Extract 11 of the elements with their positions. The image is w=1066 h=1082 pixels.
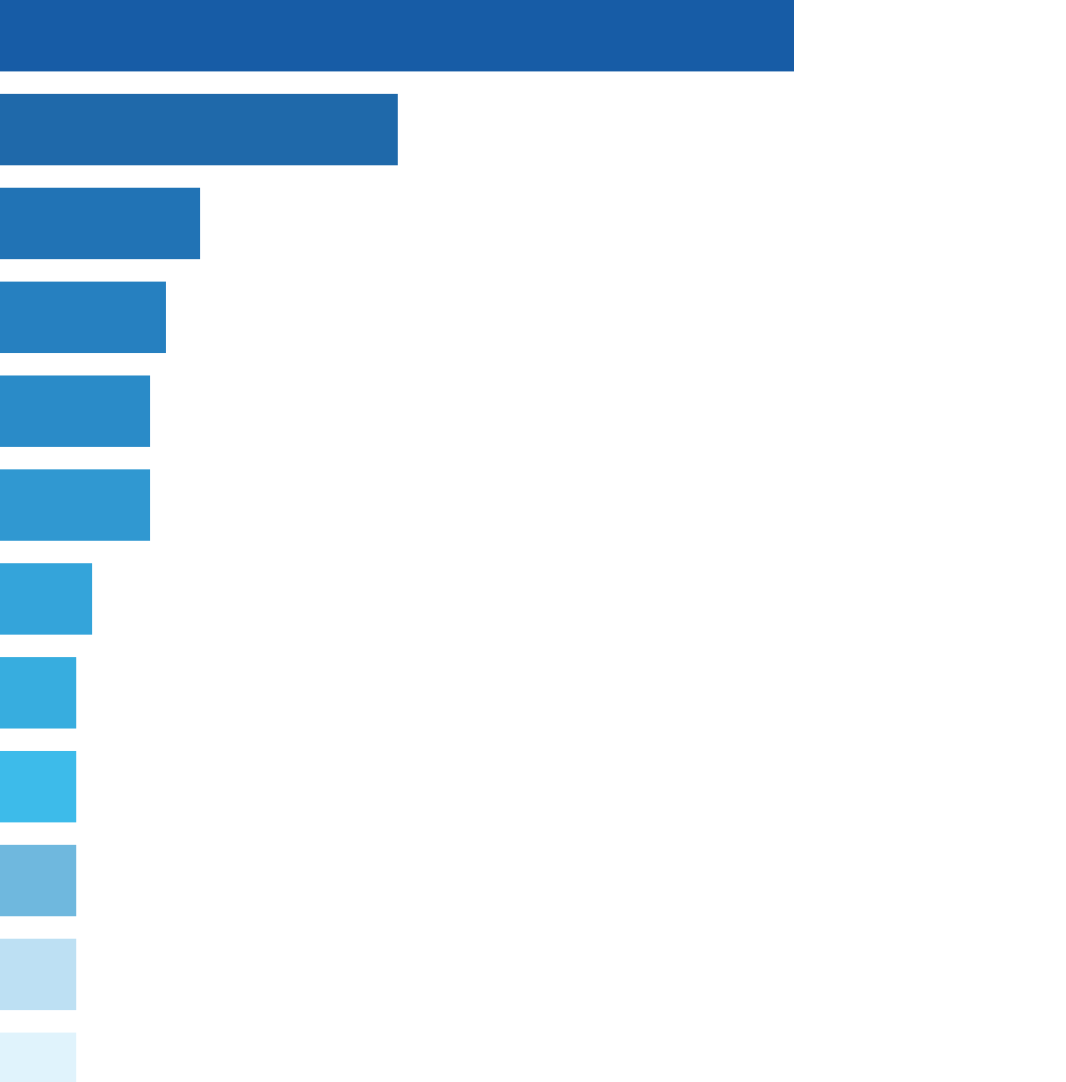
bar: [0, 469, 151, 541]
bar: [0, 281, 166, 354]
bar: [0, 844, 77, 917]
bar: [0, 187, 201, 260]
bar: [0, 750, 77, 823]
bar: [0, 563, 93, 635]
bar: [0, 0, 794, 72]
bar: [0, 938, 77, 1011]
bar: [0, 375, 151, 447]
bar: [0, 93, 398, 166]
bar: [0, 657, 77, 729]
